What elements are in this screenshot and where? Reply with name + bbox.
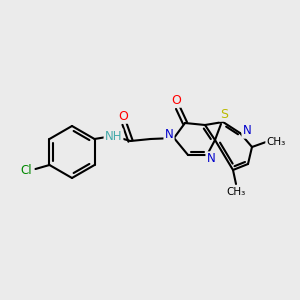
Text: CH₃: CH₃ bbox=[266, 137, 286, 147]
Text: Cl: Cl bbox=[21, 164, 32, 178]
Text: O: O bbox=[171, 94, 181, 106]
Text: S: S bbox=[220, 107, 228, 121]
Text: N: N bbox=[243, 124, 251, 137]
Text: N: N bbox=[207, 152, 215, 166]
Text: CH₃: CH₃ bbox=[226, 187, 246, 197]
Text: O: O bbox=[118, 110, 128, 122]
Text: NH: NH bbox=[105, 130, 122, 142]
Text: N: N bbox=[165, 128, 173, 142]
